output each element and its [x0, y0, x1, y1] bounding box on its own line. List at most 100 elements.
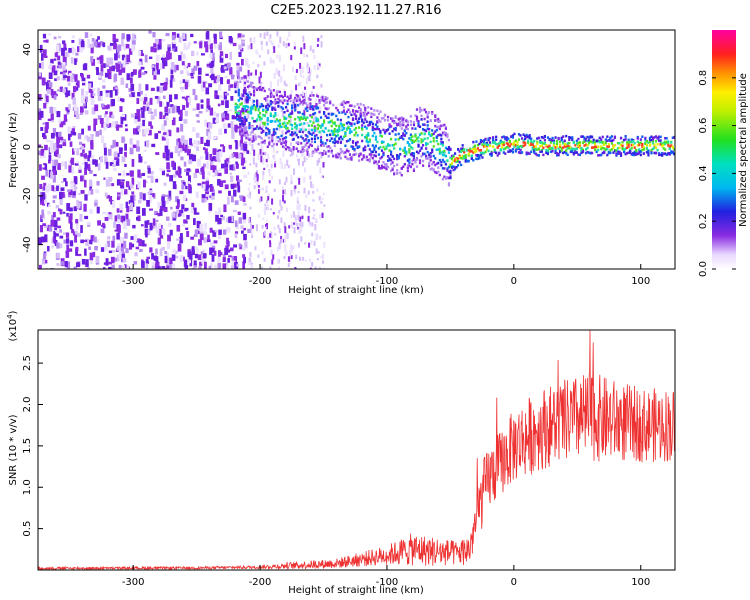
spectrogram-cell [501, 142, 504, 146]
spectrogram-cell [318, 195, 321, 201]
spectrogram-cell [485, 148, 489, 151]
spectrogram-cell [60, 191, 65, 198]
spectrogram-cell [236, 80, 239, 84]
spectrogram-cell [268, 180, 271, 184]
spectrogram-cell [261, 146, 264, 154]
spectrogram-cell [272, 89, 275, 92]
spectrogram-cell [316, 188, 319, 192]
spectrogram-cell [208, 123, 213, 129]
spectrogram-cell [345, 149, 349, 153]
spectrogram-cell [105, 105, 109, 110]
spectrogram-cell [320, 41, 323, 48]
spectrogram-cell [199, 233, 204, 241]
spectrogram-cell [307, 98, 310, 101]
spectrogram-cell [235, 152, 239, 159]
spectrogram-cell [615, 153, 618, 156]
spectrogram-cell [453, 159, 457, 163]
spectrogram-cell [624, 138, 627, 141]
spectrogram-cell [397, 155, 400, 158]
spectrogram-cell [272, 146, 275, 153]
spectrogram-cell [651, 142, 655, 145]
spectrogram-cell [444, 127, 448, 130]
spectrogram-cell [319, 214, 322, 219]
spectrogram-y-tick-label: -20 [22, 188, 33, 204]
spectrogram-cell [303, 101, 306, 105]
spectrogram-cell [577, 153, 580, 156]
spectrogram-cell [211, 247, 215, 253]
spectrogram-cell [113, 40, 117, 45]
spectrogram-cell [417, 144, 420, 147]
spectrogram-cell [124, 232, 128, 239]
spectrogram-cell [329, 133, 332, 137]
spectrogram-cell [155, 152, 160, 155]
spectrogram-cell [280, 105, 283, 109]
spectrogram-cell [58, 131, 62, 137]
spectrogram-cell [199, 41, 203, 49]
spectrogram-cell [289, 259, 292, 264]
spectrogram-cell [517, 151, 521, 154]
spectrogram-cell [176, 138, 180, 146]
spectrogram-cell [309, 107, 312, 111]
spectrogram-cell [72, 231, 77, 236]
spectrogram-cell [47, 159, 51, 164]
spectrogram-cell [440, 137, 443, 141]
spectrogram-cell [441, 144, 444, 147]
spectrogram-cell [444, 163, 448, 166]
spectrogram-cell [386, 115, 390, 119]
spectrogram-cell [429, 140, 432, 144]
spectrogram-cell [292, 66, 295, 72]
spectrogram-cell [284, 137, 287, 144]
spectrogram-cell [502, 151, 505, 154]
spectrogram-cell [263, 32, 266, 39]
spectrogram-cell [536, 148, 539, 151]
spectrogram-cell [400, 119, 403, 122]
spectrogram-cell [252, 100, 256, 103]
spectrogram-cell [298, 97, 301, 100]
spectrogram-cell [313, 129, 317, 132]
spectrogram-cell [116, 208, 120, 213]
spectrogram-cell [367, 111, 370, 115]
spectrogram-cell [307, 215, 310, 222]
spectrogram-cell [47, 87, 52, 90]
spectrogram-cell [209, 247, 213, 255]
spectrogram-cell [183, 161, 187, 167]
spectrogram-cell [72, 97, 76, 105]
spectrogram-cell [80, 40, 85, 48]
spectrogram-cell [120, 77, 124, 85]
spectrogram-cell [399, 147, 402, 151]
spectrogram-cell [554, 151, 557, 154]
spectrogram-cell [581, 150, 585, 153]
spectrogram-cell [141, 110, 145, 118]
spectrogram-cell [362, 154, 365, 157]
colorbar-tick-label: 0.2 [698, 213, 709, 229]
spectrogram-cell [201, 198, 205, 203]
spectrogram-cell [254, 69, 257, 76]
spectrogram-cell [76, 232, 81, 237]
spectrogram-cell [197, 221, 201, 227]
spectrogram-cell [394, 138, 397, 141]
spectrogram-cell [177, 243, 182, 252]
spectrogram-cell [499, 148, 502, 152]
spectrogram-cell [438, 173, 441, 177]
spectrogram-cell [315, 119, 318, 123]
spectrogram-cell [284, 126, 288, 130]
spectrogram-cell [659, 141, 662, 145]
spectrogram-cell [265, 110, 268, 114]
spectrogram-cell [193, 65, 198, 71]
spectrogram-cell [133, 234, 138, 242]
spectrogram-cell [204, 119, 207, 127]
spectrogram-cell [285, 83, 288, 87]
spectrogram-cell [192, 127, 196, 132]
spectrogram-cell [266, 163, 269, 168]
spectrogram-cell [269, 119, 272, 123]
spectrogram-cell [45, 169, 48, 177]
spectrogram-cell [212, 230, 217, 237]
spectrogram-cell [137, 61, 142, 66]
spectrogram-cell [408, 161, 411, 164]
spectrogram-cell [184, 169, 189, 172]
spectrogram-cell [302, 161, 305, 167]
spectrogram-cell [528, 152, 531, 155]
spectrogram-cell [124, 264, 127, 268]
spectrogram-cell [522, 133, 525, 136]
spectrogram-cell [42, 223, 46, 227]
